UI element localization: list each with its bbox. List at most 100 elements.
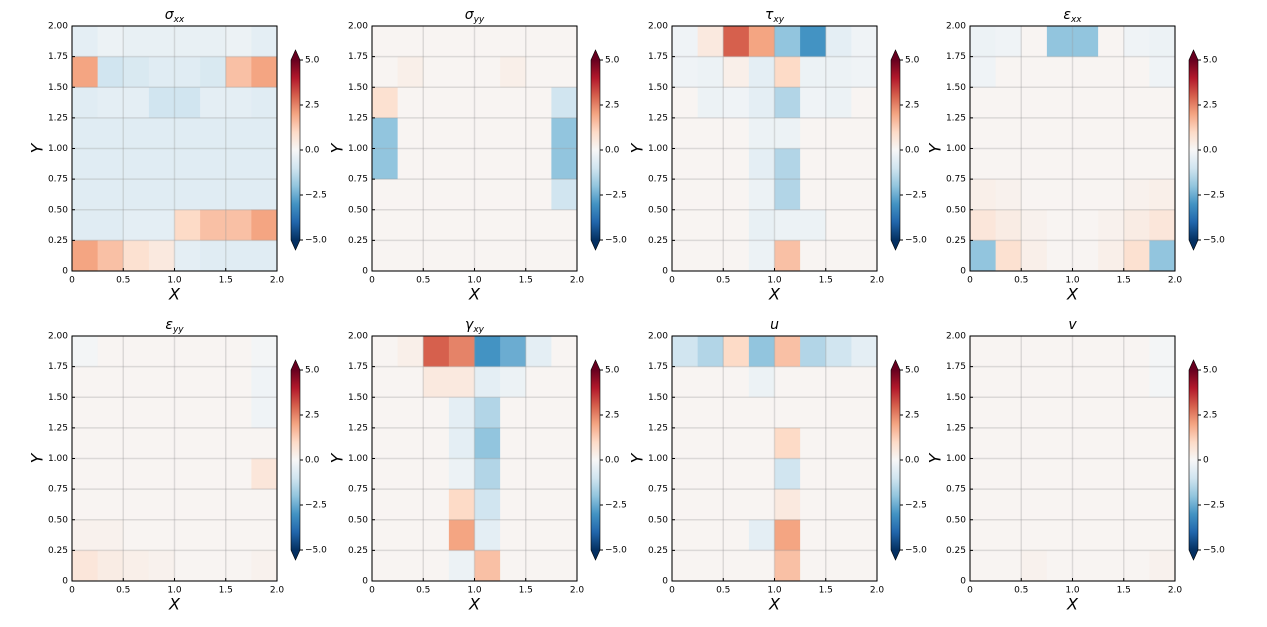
heat-cell <box>1072 179 1099 211</box>
x-tick-label: 1.0 <box>167 586 182 596</box>
heat-cell <box>774 179 801 211</box>
heat-cell <box>72 179 99 211</box>
heat-cell <box>525 56 552 88</box>
x-axis-label: X <box>468 595 481 614</box>
y-axis-label: Y <box>628 142 647 153</box>
heat-cell <box>1021 489 1048 521</box>
heat-cell <box>551 489 578 521</box>
heat-cell <box>800 458 827 490</box>
heat-cell <box>97 56 124 88</box>
heat-cell <box>1021 519 1048 551</box>
heat-cell <box>1021 397 1048 429</box>
heat-cell <box>251 489 278 521</box>
heat-cell <box>474 179 501 211</box>
y-axis-label: Y <box>328 142 347 153</box>
heat-cell <box>1046 519 1073 551</box>
heat-cell <box>474 366 501 398</box>
heat-cell <box>1046 366 1073 398</box>
heat-cell <box>500 209 527 241</box>
heat-cell <box>372 26 399 58</box>
heat-cell <box>500 117 527 149</box>
y-axis-label: Y <box>28 142 47 153</box>
heat-cell <box>500 427 527 459</box>
heat-cell <box>1021 56 1048 88</box>
heat-cell <box>697 458 724 490</box>
heat-cell <box>825 336 852 368</box>
heat-cell <box>1098 458 1125 490</box>
heat-cell <box>372 117 399 149</box>
heat-cell <box>72 209 99 241</box>
heat-cell <box>851 366 878 398</box>
y-tick-label: 1.00 <box>348 454 368 464</box>
heat-cell <box>97 366 124 398</box>
y-tick-label: 1.75 <box>946 52 966 62</box>
heat-cell <box>500 550 527 582</box>
heat-cell <box>970 209 997 241</box>
x-tick-label: 0 <box>369 586 375 596</box>
heat-cell <box>448 397 475 429</box>
y-tick-label: 2.00 <box>946 22 966 32</box>
heat-cell <box>1123 87 1150 119</box>
colorbar-tick-label: −5.0 <box>1203 236 1225 246</box>
heat-cell <box>1098 550 1125 582</box>
heat-cell <box>474 336 501 368</box>
heat-cell <box>774 458 801 490</box>
heat-cell <box>1149 148 1176 180</box>
heat-cell <box>825 209 852 241</box>
heat-cell <box>1021 87 1048 119</box>
heat-cell <box>1098 336 1125 368</box>
heat-cell <box>1046 427 1073 459</box>
heat-cell <box>774 148 801 180</box>
heat-cell <box>525 519 552 551</box>
heat-cell <box>200 458 227 490</box>
heat-cell <box>551 56 578 88</box>
y-tick-label: 1.75 <box>348 52 368 62</box>
heat-cell <box>723 56 750 88</box>
heat-cell <box>1123 209 1150 241</box>
colorbar <box>891 370 900 550</box>
panel-title: v <box>1068 317 1077 333</box>
heat-cell <box>825 550 852 582</box>
y-tick-label: 1.75 <box>648 52 668 62</box>
heat-cell <box>851 489 878 521</box>
heat-cell <box>525 26 552 58</box>
heat-cell <box>372 519 399 551</box>
heat-cell <box>723 209 750 241</box>
x-tick-label: 0.5 <box>116 586 130 596</box>
heat-cell <box>748 26 775 58</box>
x-axis-label: X <box>468 285 481 304</box>
heat-cell <box>697 179 724 211</box>
heat-cell <box>1149 336 1176 368</box>
heat-cell <box>1149 489 1176 521</box>
heat-cell <box>448 519 475 551</box>
heat-cell <box>174 397 201 429</box>
heat-cell <box>372 427 399 459</box>
heat-cell <box>970 148 997 180</box>
heat-cell <box>672 179 699 211</box>
x-tick-label: 1.5 <box>219 586 233 596</box>
heat-cell <box>148 397 175 429</box>
heat-cell <box>697 397 724 429</box>
y-tick-label: 1.50 <box>648 393 668 403</box>
heat-cell <box>697 336 724 368</box>
heat-cell <box>148 427 175 459</box>
heat-cell <box>551 519 578 551</box>
colorbar-tick-label: 5.0 <box>1203 366 1218 376</box>
heat-cell <box>423 336 450 368</box>
colorbar-tick-label: 2.5 <box>1203 101 1217 111</box>
heat-cell <box>672 550 699 582</box>
heat-cell <box>774 519 801 551</box>
colorbar <box>1189 60 1198 240</box>
x-tick-label: 0 <box>69 276 75 286</box>
heat-cell <box>970 366 997 398</box>
heat-cell <box>748 56 775 88</box>
heat-cell <box>1123 179 1150 211</box>
heat-cell <box>72 458 99 490</box>
heat-cell <box>800 148 827 180</box>
heat-cell <box>448 366 475 398</box>
heat-cell <box>72 336 99 368</box>
x-tick-label: 2.0 <box>870 276 885 286</box>
heat-cell <box>225 366 252 398</box>
y-tick-label: 0 <box>662 577 668 587</box>
heat-cell <box>1098 489 1125 521</box>
